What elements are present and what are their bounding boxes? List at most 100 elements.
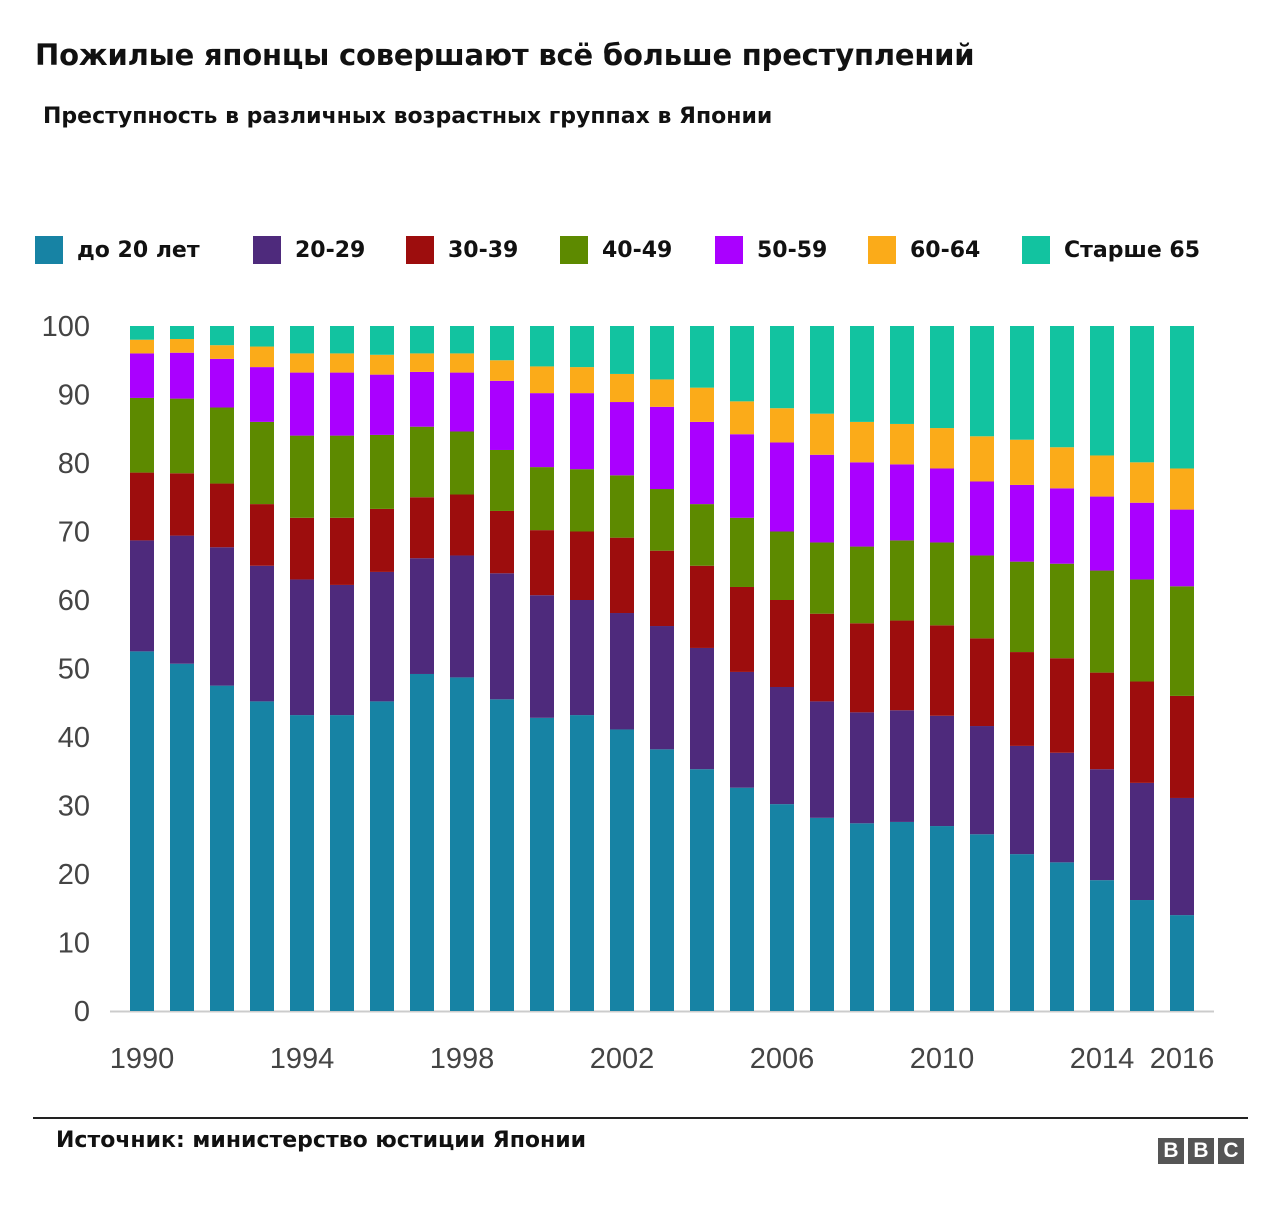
bar-2003-series-3 [650,489,674,551]
bbc-logo: B B C [1158,1138,1244,1164]
bar-2012-series-4 [1010,484,1034,562]
legend-swatch-3 [560,236,588,264]
bar-2005-series-5 [730,401,754,435]
bar-1999-series-6 [490,326,514,361]
bar-2015-series-4 [1130,502,1154,580]
bar-2005-series-0 [730,787,754,1011]
bar-1997-series-3 [410,426,434,498]
bar-1990-series-2 [130,472,154,541]
bbc-logo-letter-b2: B [1188,1138,1214,1164]
bar-1991-series-1 [170,535,194,664]
bar-2010-series-1 [930,715,954,827]
legend-label-1: 20-29 [295,237,366,263]
bar-2008-series-0 [850,823,874,1011]
bar-2011-series-6 [970,326,994,437]
bar-1991-series-2 [170,473,194,536]
bar-2006-series-0 [770,804,794,1011]
bar-2008-series-3 [850,546,874,624]
chart-title: Пожилые японцы совершают всё больше прес… [35,38,975,72]
bar-2007-series-0 [810,817,834,1011]
bar-1995-series-5 [330,353,354,373]
bar-2010-series-0 [930,826,954,1011]
bar-1999-series-0 [490,699,514,1011]
legend-swatch-6 [1022,236,1050,264]
x-tick-label-1998: 1998 [430,1043,495,1075]
bar-2002-series-4 [610,402,634,476]
y-tick-label-10: 10 [58,928,90,960]
bar-2001-series-1 [570,600,594,716]
bar-1996-series-2 [370,508,394,572]
bar-2014-series-3 [1090,570,1114,673]
bar-1996-series-5 [370,354,394,375]
legend-swatch-0 [35,236,63,264]
bar-2008-series-5 [850,421,874,463]
bar-2004-series-4 [690,421,714,505]
bar-2009-series-3 [890,540,914,621]
bar-2010-series-6 [930,326,954,429]
bar-2004-series-1 [690,647,714,770]
bar-1993-series-3 [250,421,274,505]
bar-1996-series-1 [370,571,394,702]
bar-1995-series-6 [330,326,354,354]
bar-2001-series-3 [570,469,594,532]
bar-2004-series-5 [690,387,714,422]
bar-2005-series-6 [730,326,754,402]
x-tick-label-1990: 1990 [110,1043,175,1075]
bar-2015-series-1 [1130,782,1154,901]
bar-1997-series-0 [410,673,434,1011]
bar-2016-series-0 [1170,915,1194,1011]
bar-1993-series-5 [250,346,274,368]
bar-1991-series-4 [170,352,194,399]
y-tick-label-80: 80 [58,448,90,480]
bar-1998-series-2 [450,494,474,556]
bar-2007-series-3 [810,542,834,614]
bar-2006-series-3 [770,531,794,600]
bar-2000-series-6 [530,326,554,367]
bar-2007-series-6 [810,326,834,414]
bar-1997-series-4 [410,371,434,427]
bar-1997-series-6 [410,326,434,354]
legend-swatch-5 [868,236,896,264]
bar-2003-series-0 [650,749,674,1011]
bar-2003-series-1 [650,626,674,750]
x-tick-label-2010: 2010 [910,1043,975,1075]
legend-label-4: 50-59 [757,237,828,263]
bar-1999-series-3 [490,449,514,511]
legend-item-5: 60-64 [868,236,980,264]
bar-2012-series-1 [1010,745,1034,855]
bar-1999-series-4 [490,380,514,450]
y-tick-label-70: 70 [58,517,90,549]
bar-2016-series-5 [1170,468,1194,510]
bar-1994-series-4 [290,372,314,436]
bar-2016-series-2 [1170,695,1194,798]
legend-item-0: до 20 лет [35,236,200,264]
bar-2009-series-2 [890,620,914,711]
footer-divider [33,1117,1248,1119]
bar-2014-series-4 [1090,496,1114,571]
x-tick-label-2006: 2006 [750,1043,815,1075]
bar-1995-series-0 [330,715,354,1011]
bar-2006-series-5 [770,408,794,443]
bar-2015-series-5 [1130,462,1154,503]
bar-2002-series-2 [610,537,634,614]
bar-2004-series-0 [690,769,714,1011]
bar-2013-series-5 [1050,447,1074,489]
bar-2012-series-0 [1010,854,1034,1011]
bar-2004-series-2 [690,565,714,648]
bar-2011-series-5 [970,436,994,482]
bar-2002-series-5 [610,373,634,403]
legend-label-0: до 20 лет [77,237,200,263]
bar-1994-series-6 [290,326,314,354]
y-tick-label-30: 30 [58,791,90,823]
bar-2013-series-0 [1050,862,1074,1011]
y-tick-label-0: 0 [74,996,90,1028]
bar-2008-series-4 [850,462,874,547]
bar-1990-series-6 [130,326,154,340]
x-tick-label-1994: 1994 [270,1043,335,1075]
bar-2016-series-4 [1170,509,1194,587]
bar-1991-series-0 [170,663,194,1011]
stacked-bar-chart: 0 10 20 30 40 50 60 70 80 90 100 1990 1994 1998 2002 20… [42,311,1215,1075]
bar-2002-series-3 [610,475,634,538]
bar-2004-series-6 [690,326,714,388]
bar-1990-series-5 [130,339,154,354]
